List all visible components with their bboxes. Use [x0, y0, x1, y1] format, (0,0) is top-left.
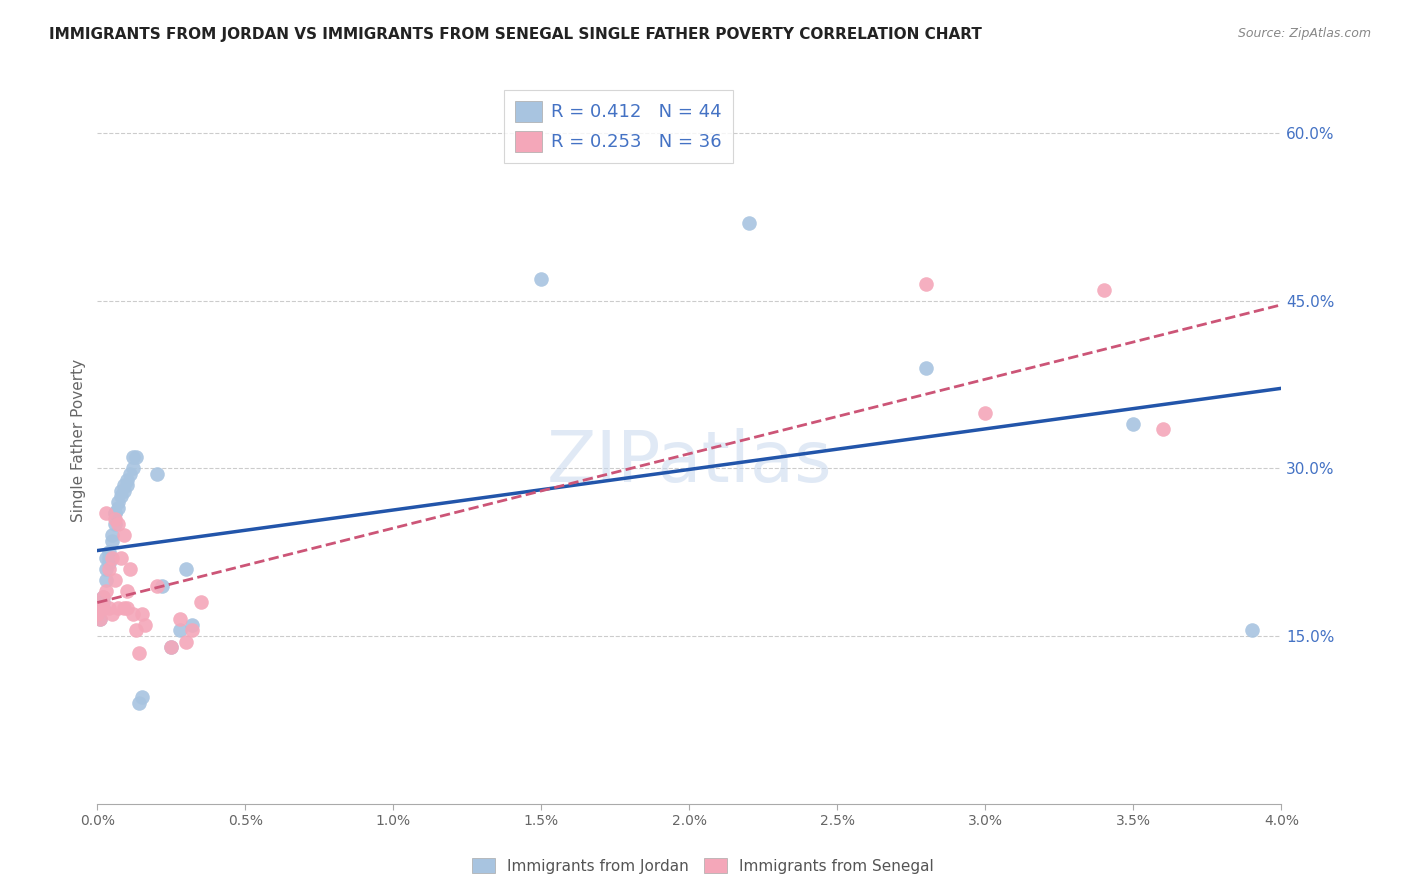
Point [96, 584, 118, 599]
Point [169, 624, 191, 638]
Point [101, 534, 124, 549]
Point [122, 450, 145, 465]
Point [737, 216, 759, 230]
Point [101, 550, 124, 565]
Y-axis label: Single Father Poverty: Single Father Poverty [72, 359, 86, 522]
Point [160, 640, 183, 654]
Point [131, 607, 153, 621]
Point [160, 640, 183, 654]
Point [125, 624, 148, 638]
Point [122, 461, 145, 475]
Point [530, 271, 553, 285]
Point [145, 467, 167, 481]
Point [91, 590, 114, 604]
Point [174, 562, 197, 576]
Point [107, 495, 129, 509]
Point [115, 478, 138, 492]
Point [98, 557, 121, 571]
Point [915, 277, 938, 291]
Point [104, 573, 127, 587]
Legend: Immigrants from Jordan, Immigrants from Senegal: Immigrants from Jordan, Immigrants from … [465, 852, 941, 880]
Point [86, 607, 108, 621]
Point [974, 406, 997, 420]
Point [91, 601, 114, 615]
Point [107, 517, 129, 532]
Point [96, 573, 118, 587]
Point [89, 601, 111, 615]
Point [98, 545, 121, 559]
Point [169, 612, 191, 626]
Point [104, 506, 127, 520]
Point [112, 601, 135, 615]
Point [110, 489, 132, 503]
Point [96, 562, 118, 576]
Point [145, 579, 167, 593]
Point [152, 579, 174, 593]
Point [89, 601, 111, 615]
Point [110, 483, 132, 498]
Point [118, 562, 141, 576]
Point [86, 607, 108, 621]
Point [96, 506, 118, 520]
Point [134, 617, 156, 632]
Point [1122, 417, 1144, 431]
Point [128, 646, 150, 660]
Point [1092, 283, 1115, 297]
Point [98, 601, 121, 615]
Text: Source: ZipAtlas.com: Source: ZipAtlas.com [1237, 27, 1371, 40]
Point [115, 473, 138, 487]
Point [107, 500, 129, 515]
Point [128, 696, 150, 710]
Point [91, 590, 114, 604]
Point [104, 511, 127, 525]
Point [1240, 624, 1263, 638]
Point [181, 624, 204, 638]
Point [101, 607, 124, 621]
Point [98, 550, 121, 565]
Text: ZIPatlas: ZIPatlas [547, 428, 832, 497]
Point [1152, 422, 1174, 436]
Point [98, 562, 121, 576]
Point [104, 517, 127, 532]
Point [118, 467, 141, 481]
Point [86, 601, 108, 615]
Point [190, 595, 212, 609]
Legend: R = 0.412   N = 44, R = 0.253   N = 36: R = 0.412 N = 44, R = 0.253 N = 36 [505, 90, 733, 162]
Point [115, 601, 138, 615]
Point [112, 528, 135, 542]
Point [110, 550, 132, 565]
Point [101, 528, 124, 542]
Point [125, 450, 148, 465]
Point [112, 483, 135, 498]
Text: IMMIGRANTS FROM JORDAN VS IMMIGRANTS FROM SENEGAL SINGLE FATHER POVERTY CORRELAT: IMMIGRANTS FROM JORDAN VS IMMIGRANTS FRO… [49, 27, 981, 42]
Point [915, 360, 938, 375]
Point [96, 550, 118, 565]
Point [89, 612, 111, 626]
Point [104, 506, 127, 520]
Point [181, 617, 204, 632]
Point [107, 601, 129, 615]
Point [115, 584, 138, 599]
Point [174, 634, 197, 648]
Point [131, 690, 153, 705]
Point [112, 478, 135, 492]
Point [89, 595, 111, 609]
Point [89, 612, 111, 626]
Point [91, 595, 114, 609]
Point [91, 601, 114, 615]
Point [122, 607, 145, 621]
